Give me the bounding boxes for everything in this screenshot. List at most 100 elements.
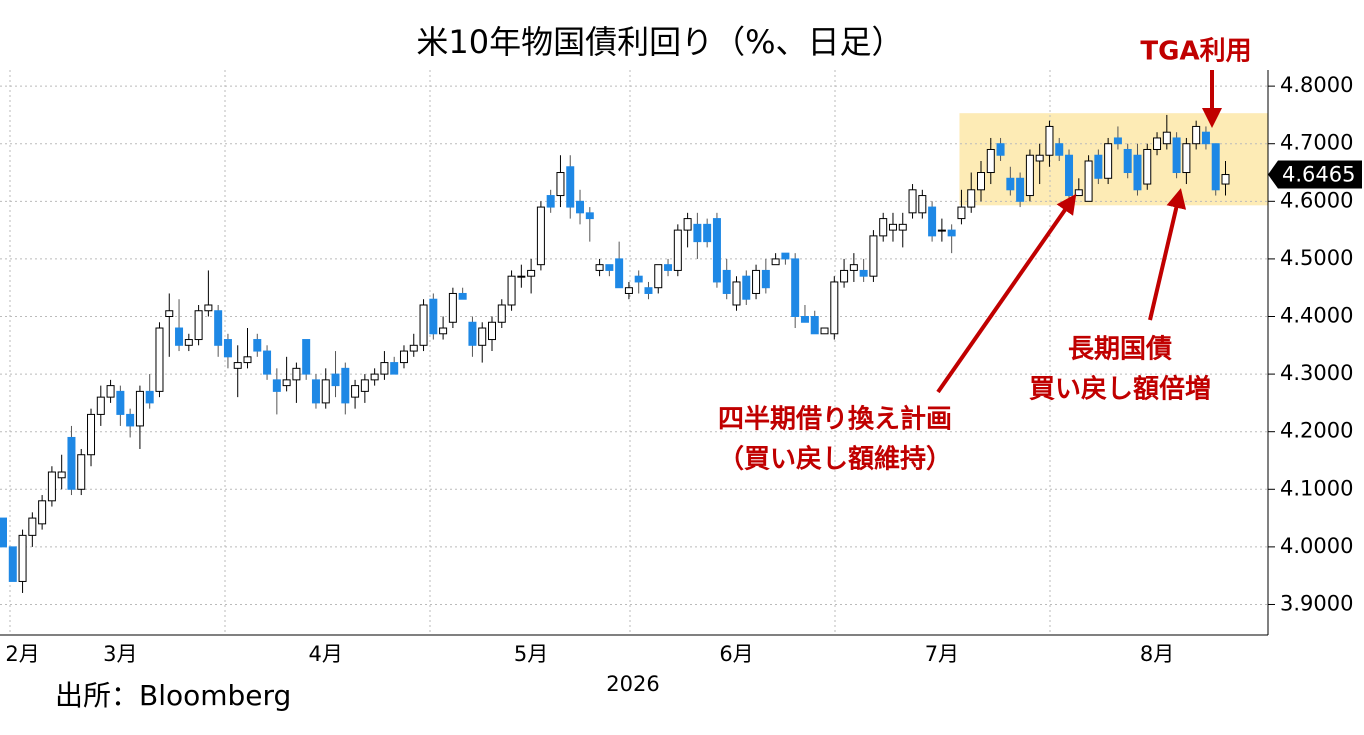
candle-body [448, 292, 457, 323]
candle-body [683, 218, 692, 231]
candle-body [937, 229, 946, 232]
candle-body [390, 362, 399, 375]
candle-body [0, 517, 7, 548]
y-tick-label: 4.1000 [1280, 476, 1353, 500]
candle-body [898, 223, 907, 231]
candle-body [566, 166, 575, 208]
candle-body [527, 269, 536, 277]
candle-body [399, 350, 408, 364]
annotation: 買い戻し額倍増 [1029, 374, 1211, 405]
candle-body [908, 189, 917, 214]
candle-body [57, 471, 66, 479]
candle-body [722, 269, 731, 294]
candle-body [311, 379, 320, 404]
candle-body [507, 275, 516, 306]
candle-body [116, 390, 125, 415]
candle-body [1162, 131, 1171, 145]
y-tick-label: 4.3000 [1280, 361, 1353, 385]
candle-body [800, 316, 809, 323]
candle-body [1065, 154, 1074, 197]
candle-body [1211, 143, 1220, 191]
candle-body [918, 195, 927, 214]
candle-body [1172, 137, 1181, 174]
candle-body [634, 275, 643, 283]
chart-title: 米10年物国債利回り（%、日足） [416, 23, 903, 61]
candle-body [282, 379, 291, 387]
candle-body [1074, 189, 1083, 197]
candle-body [135, 390, 144, 427]
x-axis-label: 2026 [606, 672, 659, 696]
candle-body [370, 373, 379, 381]
candle-body [928, 206, 937, 237]
candle-body [830, 281, 839, 335]
candle-body [644, 287, 653, 294]
candle-body [96, 396, 105, 415]
candle-body [243, 356, 252, 364]
x-tick-label: 6月 [719, 642, 753, 666]
annotation: TGA利用 [1140, 37, 1251, 67]
x-tick-label: 3月 [103, 642, 137, 666]
candle-body [556, 172, 565, 197]
candle-body [771, 258, 780, 266]
candle-body [175, 327, 184, 346]
candle-body [546, 195, 555, 208]
candle-body [272, 379, 281, 392]
candle-body [536, 206, 545, 266]
last-value-label: 4.6465 [1282, 163, 1355, 187]
source: 出所：Bloomberg [55, 679, 291, 712]
candle-body [810, 316, 819, 335]
candle-body [1192, 125, 1201, 145]
y-tick-label: 4.2000 [1280, 419, 1353, 443]
candle-body [302, 339, 311, 375]
candle-body [761, 269, 770, 289]
candle-body [77, 454, 86, 490]
x-tick-label: 5月 [514, 642, 548, 666]
candle-body [331, 373, 340, 387]
annotation: 四半期借り換え計画 [718, 404, 952, 435]
y-tick-label: 4.0000 [1280, 534, 1353, 558]
candle-body [1113, 137, 1122, 145]
candle-body [1153, 137, 1162, 150]
candle-body [204, 304, 213, 312]
annotation: （買い戻し額維持） [718, 444, 952, 475]
candle-body [155, 327, 164, 392]
candle-body [742, 275, 751, 300]
candle-body [624, 287, 633, 294]
candle-body [664, 264, 673, 271]
candle-body [468, 321, 477, 346]
last-value-box [1268, 160, 1362, 189]
candle-body [1143, 148, 1152, 185]
candle-body [214, 310, 223, 346]
candle-body [576, 200, 585, 214]
highlight-band [959, 113, 1268, 206]
month-grid [9, 70, 1051, 635]
candle-body [497, 304, 506, 323]
candle-body [194, 310, 203, 341]
candle-body [1094, 154, 1103, 179]
candle-body [87, 413, 96, 456]
candle-body [1133, 154, 1142, 191]
candle-body [67, 436, 76, 490]
candle-body [38, 500, 47, 525]
candle-body [18, 534, 27, 582]
y-tick-label: 4.4000 [1280, 304, 1353, 328]
annotation-arrow [1148, 188, 1187, 321]
candle-body [233, 362, 242, 369]
y-tick-label: 4.7000 [1280, 131, 1353, 155]
candle-body [1016, 177, 1025, 202]
candle-body [409, 344, 418, 352]
candle-body [165, 310, 174, 318]
candle-body [419, 304, 428, 346]
y-tick-label: 3.9000 [1280, 591, 1353, 615]
candle-body [488, 321, 496, 341]
candle-body [595, 264, 604, 271]
candle-body [28, 517, 37, 536]
candle-body [957, 206, 966, 220]
candle-body [1104, 143, 1113, 179]
candle-body [859, 269, 868, 277]
candle-body [8, 546, 17, 582]
candle-body [673, 229, 682, 271]
candle-body [732, 281, 741, 306]
candle-body [1025, 154, 1034, 197]
candle-body [1221, 174, 1230, 185]
